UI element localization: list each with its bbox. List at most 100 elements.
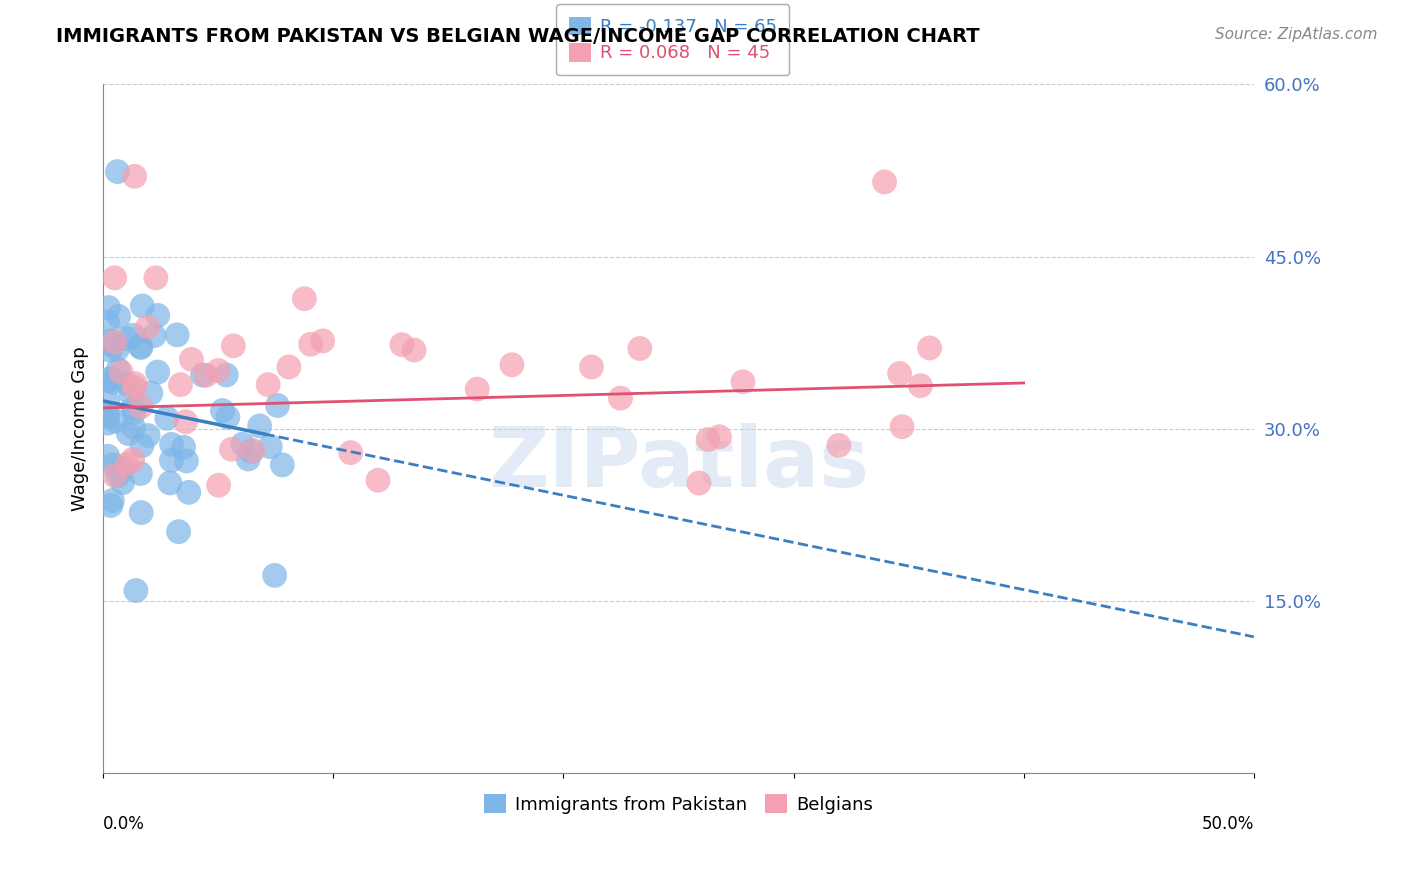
Point [122, 405, 145, 419]
Point [159, 475, 181, 490]
Point [731, 375, 754, 389]
Point [266, 399, 288, 413]
Point [465, 382, 488, 396]
Point [107, 362, 129, 376]
Point [709, 430, 731, 444]
Point [139, 386, 162, 401]
Point [889, 367, 911, 381]
Point [299, 337, 322, 351]
Point [249, 419, 271, 434]
Point [136, 320, 159, 334]
Point [104, 335, 127, 350]
Text: 0.0%: 0.0% [103, 814, 145, 832]
Point [156, 411, 179, 425]
Point [609, 391, 631, 405]
Point [107, 468, 129, 483]
Point [115, 458, 138, 472]
Point [98, 334, 121, 348]
Point [117, 426, 139, 441]
Point [259, 440, 281, 454]
Point [111, 461, 134, 475]
Point [217, 410, 239, 425]
Point [194, 368, 217, 383]
Point [125, 583, 148, 598]
Point [191, 368, 214, 382]
Text: ZIPatlas: ZIPatlas [488, 423, 869, 504]
Point [136, 428, 159, 442]
Point [122, 401, 145, 416]
Point [131, 439, 153, 453]
Point [104, 270, 127, 285]
Point [115, 377, 138, 392]
Point [101, 493, 124, 508]
Point [918, 341, 941, 355]
Point [107, 164, 129, 178]
Point [180, 352, 202, 367]
Point [169, 377, 191, 392]
Point [104, 414, 127, 428]
Point [211, 403, 233, 417]
Point [107, 310, 129, 324]
Point [339, 445, 361, 459]
Point [271, 458, 294, 472]
Point [177, 485, 200, 500]
Point [263, 568, 285, 582]
Point [97, 416, 120, 430]
Point [391, 337, 413, 351]
Point [124, 380, 146, 394]
Point [111, 475, 134, 490]
Text: Source: ZipAtlas.com: Source: ZipAtlas.com [1215, 27, 1378, 42]
Point [122, 420, 145, 434]
Point [97, 315, 120, 329]
Point [222, 339, 245, 353]
Point [120, 387, 142, 401]
Point [100, 372, 122, 386]
Point [97, 407, 120, 421]
Point [129, 506, 152, 520]
Point [828, 438, 851, 452]
Point [97, 301, 120, 315]
Point [124, 169, 146, 184]
Point [232, 437, 254, 451]
Point [122, 328, 145, 343]
Point [367, 473, 389, 487]
Point [277, 359, 299, 374]
Point [891, 419, 914, 434]
Point [146, 309, 169, 323]
Point [688, 476, 710, 491]
Point [105, 342, 128, 356]
Point [628, 342, 651, 356]
Point [167, 524, 190, 539]
Point [129, 400, 152, 414]
Point [121, 452, 143, 467]
Point [238, 452, 260, 467]
Point [404, 343, 426, 358]
Point [501, 358, 523, 372]
Point [100, 376, 122, 390]
Text: IMMIGRANTS FROM PAKISTAN VS BELGIAN WAGE/INCOME GAP CORRELATION CHART: IMMIGRANTS FROM PAKISTAN VS BELGIAN WAGE… [56, 27, 980, 45]
Point [208, 478, 231, 492]
Point [101, 458, 124, 472]
Point [160, 453, 183, 467]
Point [97, 409, 120, 424]
Point [97, 393, 120, 408]
Point [910, 378, 932, 392]
Point [215, 368, 238, 382]
Point [145, 270, 167, 285]
Point [174, 415, 197, 429]
Point [697, 433, 720, 447]
Point [257, 377, 280, 392]
Point [98, 372, 121, 386]
Point [221, 442, 243, 457]
Point [873, 175, 896, 189]
Point [146, 365, 169, 379]
Point [240, 444, 263, 458]
Legend: Immigrants from Pakistan, Belgians: Immigrants from Pakistan, Belgians [471, 781, 886, 826]
Point [166, 327, 188, 342]
Point [143, 328, 166, 343]
Point [242, 443, 264, 458]
Point [176, 454, 198, 468]
Point [129, 341, 152, 355]
Point [207, 363, 229, 377]
Point [129, 339, 152, 353]
